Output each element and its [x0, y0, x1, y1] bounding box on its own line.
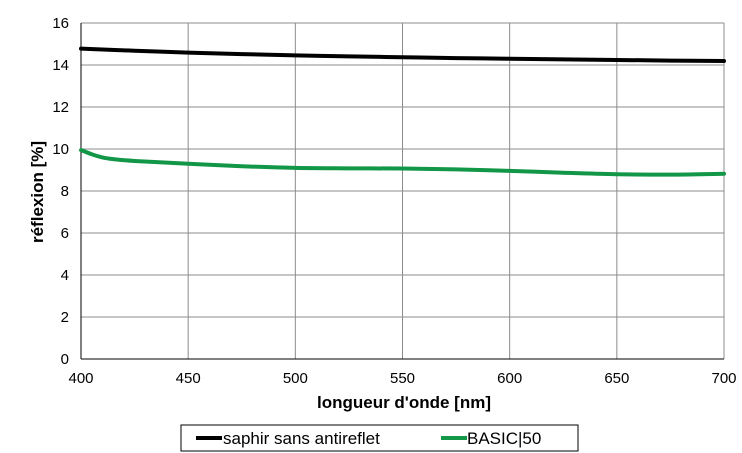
x-axis-title: longueur d'onde [nm] [317, 393, 491, 412]
legend-label-basic50: BASIC|50 [467, 429, 541, 448]
x-tick-label-550: 550 [390, 370, 415, 387]
y-tick-label-10: 10 [52, 141, 69, 158]
y-axis-title: réflexion [%] [28, 141, 47, 243]
series-lines [79, 46, 726, 177]
x-tick-label-450: 450 [176, 370, 201, 387]
legend: saphir sans antireflet BASIC|50 [180, 424, 579, 452]
y-tick-label-14: 14 [52, 57, 69, 74]
y-tick-label-4: 4 [61, 267, 69, 284]
x-tick-label-400: 400 [68, 370, 93, 387]
axes [80, 23, 724, 360]
y-tick-label-8: 8 [61, 183, 69, 200]
legend-label-saphir: saphir sans antireflet [223, 429, 380, 448]
y-tick-label-0: 0 [61, 351, 69, 368]
tick-labels: 0 2 4 6 8 10 12 14 16 400 450 500 550 600 650 700 [52, 15, 736, 387]
y-tick-label-2: 2 [61, 309, 69, 326]
y-tick-label-12: 12 [52, 99, 69, 116]
x-tick-label-700: 700 [711, 370, 736, 387]
series-line-basic50 [79, 148, 726, 177]
x-tick-label-500: 500 [283, 370, 308, 387]
x-tick-label-600: 600 [497, 370, 522, 387]
y-tick-label-16: 16 [52, 15, 69, 32]
grid [80, 22, 725, 360]
x-tick-label-650: 650 [604, 370, 629, 387]
legend-box [180, 424, 579, 452]
y-tick-label-6: 6 [61, 225, 69, 242]
series-line-saphir [79, 46, 726, 64]
